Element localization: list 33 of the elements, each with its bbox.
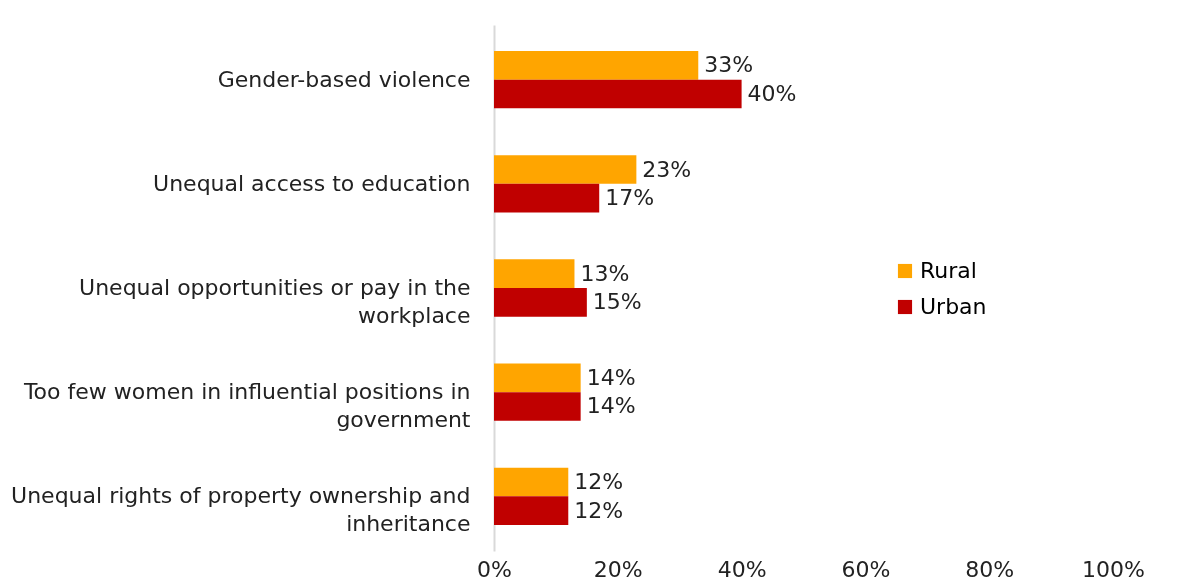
x-tick-label: 0% (477, 556, 512, 582)
data-label: 13% (580, 260, 630, 286)
legend-label: Urban (920, 294, 987, 319)
data-label: 12% (574, 497, 624, 523)
x-tick-label: 80% (965, 556, 1015, 582)
bar (494, 259, 575, 288)
x-tick-label: 60% (841, 556, 891, 582)
data-label: 17% (605, 185, 655, 211)
y-tick-label: Unequal rights of property ownership and inheritance (11, 483, 471, 537)
bar (494, 363, 581, 393)
x-tick-label: 100% (1082, 556, 1145, 582)
bar (494, 51, 699, 80)
x-tick-label: 40% (717, 556, 767, 582)
y-tick-label: Too few women in influential positions in government (22, 379, 471, 433)
bar (494, 392, 581, 421)
data-label: 14% (586, 393, 636, 419)
legend-label: Rural (920, 258, 977, 283)
bar (494, 183, 600, 213)
data-label: 40% (747, 81, 797, 106)
data-label: 14% (586, 364, 636, 390)
y-tick-label: Gender-based violence (217, 66, 471, 92)
data-label: 23% (642, 156, 692, 182)
data-label: 12% (574, 469, 624, 494)
data-label: 33% (704, 52, 754, 78)
bar (494, 155, 637, 184)
data-label: 15% (592, 289, 642, 315)
bar (494, 79, 742, 109)
x-tick-label: 20% (593, 556, 643, 582)
bar (494, 288, 587, 317)
bar (494, 467, 569, 497)
y-tick-label: Unequal access to education (153, 170, 471, 196)
bar (494, 496, 569, 525)
y-tick-label: Unequal opportunities or pay in the workplace (79, 275, 471, 328)
